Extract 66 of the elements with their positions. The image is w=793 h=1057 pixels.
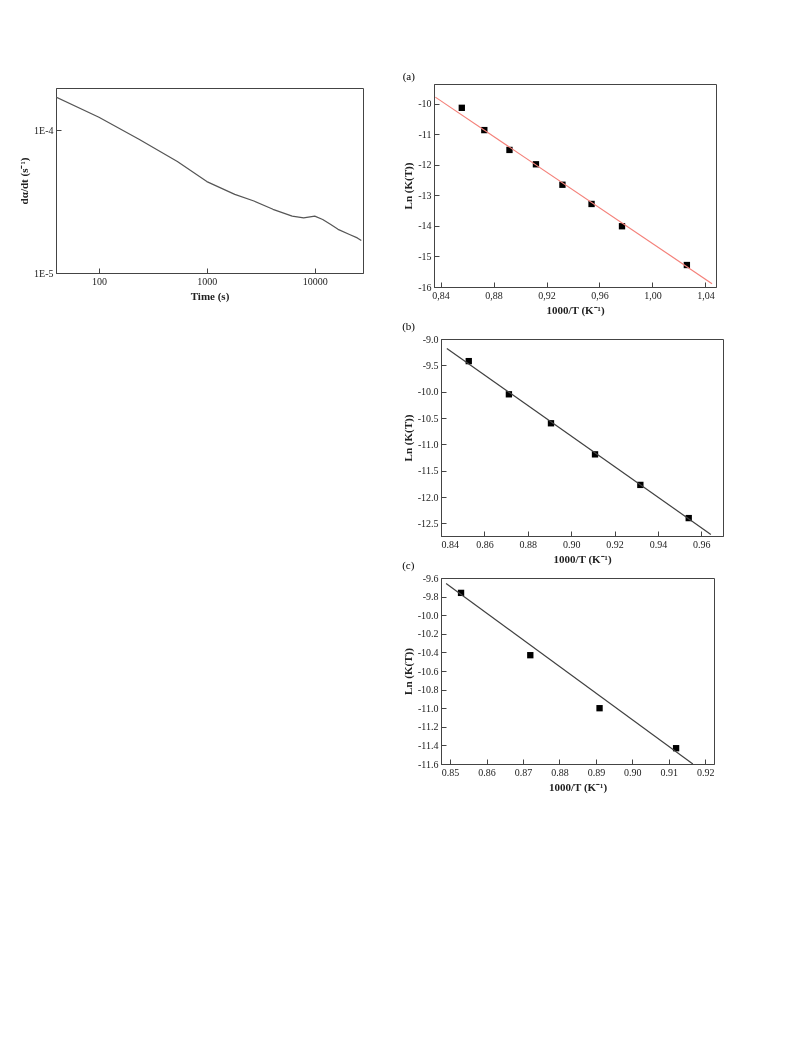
y-tick-label: -12 — [418, 159, 432, 171]
x-axis-title: 1000/T (K⁻¹) — [553, 552, 612, 566]
x-tick-label: 0.92 — [606, 538, 624, 550]
x-tick-label: 0.86 — [476, 538, 494, 550]
y-tick-label: -12.0 — [417, 491, 439, 503]
y-tick-label: -10.6 — [417, 665, 439, 677]
y-tick-label: -9.8 — [422, 591, 439, 603]
x-tick-label: 100 — [91, 275, 107, 287]
x-tick-label: 0,88 — [485, 289, 503, 301]
x-tick-label: 0,96 — [591, 289, 609, 301]
y-axis-title: Ln (K(T)) — [401, 647, 415, 695]
x-tick-label: 0.90 — [562, 538, 581, 550]
x-axis-title: 1000/T (K⁻¹) — [548, 780, 608, 794]
chart-title: (a) — [402, 70, 416, 83]
x-tick-label: 0.89 — [587, 766, 606, 778]
y-tick-label: -11.2 — [418, 721, 439, 733]
x-axis-title: 1000/T (K⁻¹) — [546, 303, 605, 317]
x-tick-label: 0.86 — [478, 766, 496, 778]
x-tick-label: 0.90 — [624, 766, 642, 778]
y-tick-label: -11.6 — [418, 758, 439, 770]
y-tick-label: -10.8 — [417, 684, 439, 696]
y-tick-label: -9.6 — [422, 572, 439, 584]
y-tick-label: -10.2 — [417, 628, 439, 640]
y-tick-label: -10.0 — [417, 609, 439, 621]
y-tick-label: -11.5 — [418, 465, 439, 477]
x-tick-label: 0.91 — [660, 766, 679, 778]
y-tick-label: -9.0 — [422, 333, 439, 345]
x-tick-label: 0,84 — [432, 289, 450, 301]
y-tick-label: -9.5 — [422, 359, 439, 371]
x-axis-title: Time (s) — [190, 289, 230, 303]
x-tick-label: 0.96 — [693, 538, 711, 550]
y-tick-label: -11.4 — [418, 739, 439, 751]
x-tick-label: 1,04 — [697, 289, 715, 301]
y-tick-label: -11 — [418, 128, 432, 140]
x-tick-label: 0,92 — [538, 289, 556, 301]
y-tick-label: -16 — [418, 281, 432, 293]
point — [527, 652, 534, 659]
x-tick-label: 0.87 — [514, 766, 533, 778]
y-tick-label: 1E-5 — [34, 267, 54, 279]
x-tick-label: 10000 — [302, 275, 328, 287]
x-tick-label: 1,00 — [644, 289, 662, 301]
y-axis-title: dα/dt (s⁻¹) — [18, 157, 32, 205]
y-tick-label: -13 — [418, 189, 432, 201]
x-tick-label: 0.84 — [441, 538, 459, 550]
y-tick-label: -12.5 — [417, 517, 439, 529]
x-tick-label: 0.88 — [551, 766, 569, 778]
y-tick-label: -11.0 — [418, 438, 439, 450]
x-tick-label: 0.85 — [441, 766, 460, 778]
y-axis-title: Ln (K(T)) — [402, 162, 416, 210]
y-tick-label: -10.5 — [417, 412, 439, 424]
y-tick-label: 1E-4 — [34, 124, 54, 136]
y-axis-title: Ln (K(T)) — [401, 414, 415, 462]
point — [458, 104, 465, 111]
point — [596, 705, 603, 712]
y-tick-label: -10 — [418, 98, 432, 110]
x-tick-label: 0.92 — [697, 766, 715, 778]
y-tick-label: -15 — [418, 250, 432, 262]
y-tick-label: -14 — [418, 220, 432, 232]
x-tick-label: 0.88 — [519, 538, 538, 550]
y-tick-label: -11.0 — [418, 702, 439, 714]
x-tick-label: 1000 — [197, 275, 218, 287]
y-tick-label: -10.4 — [417, 646, 439, 658]
y-tick-label: -10.0 — [417, 386, 439, 398]
chart-title: (c) — [402, 559, 415, 572]
chart-title: (b) — [402, 320, 416, 333]
x-tick-label: 0.94 — [649, 538, 668, 550]
